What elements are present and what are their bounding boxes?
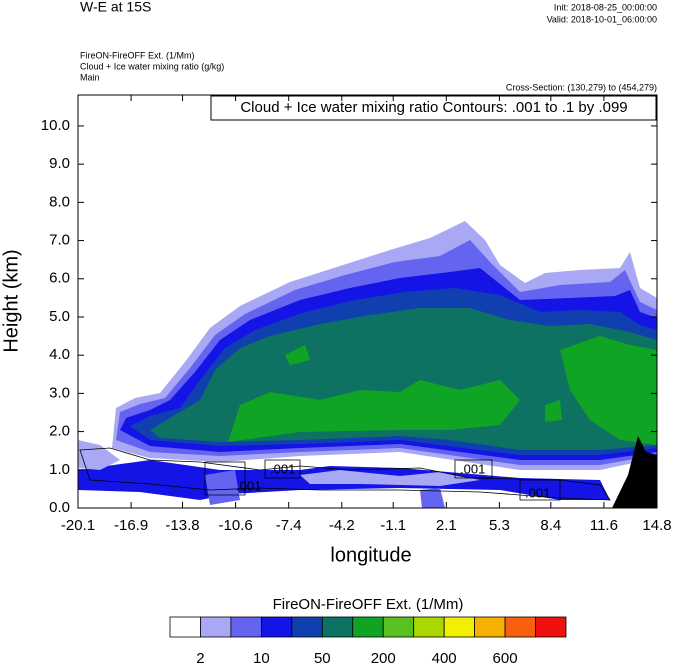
colorbar-swatch — [291, 616, 323, 638]
x-axis-label: longitude — [330, 544, 411, 566]
contour-label: .001 — [236, 478, 261, 493]
colorbar-swatch — [382, 616, 415, 638]
x-tick-label: 5.3 — [489, 517, 510, 534]
colorbar-swatch — [352, 616, 384, 638]
x-tick-label: -1.1 — [380, 517, 406, 534]
y-tick-label: 2.0 — [49, 423, 70, 440]
y-axis-label: Height (km) — [0, 249, 22, 352]
x-tick-label: 14.8 — [642, 517, 671, 534]
colorbar-swatch — [504, 616, 536, 638]
subtitle: Main — [80, 72, 100, 82]
colorbar-swatch — [413, 616, 445, 638]
colorbar-swatch — [230, 616, 262, 638]
x-tick-label: -10.6 — [219, 517, 253, 534]
colorbar-label: 50 — [314, 650, 331, 667]
subtitle: FireON-FireOFF Ext. (1/Mm) — [80, 50, 195, 60]
contour-label: .001 — [460, 461, 485, 476]
colorbar-swatch — [169, 616, 201, 638]
contour-label: .001 — [270, 461, 295, 476]
y-tick-label: 0.0 — [49, 499, 70, 516]
colorbar-label: 600 — [493, 650, 518, 667]
x-tick-label: 8.4 — [540, 517, 561, 534]
y-tick-label: 3.0 — [49, 384, 70, 401]
colorbar-swatch — [321, 616, 354, 638]
contour-label: .001 — [525, 485, 550, 500]
x-tick-label: 11.6 — [590, 517, 618, 534]
colorbar-swatch — [443, 616, 476, 638]
y-tick-label: 9.0 — [49, 155, 70, 172]
y-tick-label: 5.0 — [49, 308, 70, 325]
x-tick-label: -13.8 — [165, 517, 199, 534]
x-tick-label: -7.4 — [276, 517, 302, 534]
x-tick-label: 2.1 — [436, 517, 457, 534]
plot-frame — [77, 94, 658, 509]
x-tick-label: -4.2 — [329, 517, 355, 534]
contour-field — [78, 221, 657, 508]
valid-time: Valid: 2018-10-01_06:00:00 — [547, 14, 657, 24]
y-tick-label: 1.0 — [49, 461, 70, 478]
y-tick-label: 8.0 — [49, 193, 70, 210]
colorbar-swatch — [535, 616, 567, 638]
colorbar-swatch — [260, 616, 293, 638]
x-tick-label: -16.9 — [114, 517, 148, 534]
y-tick-label: 10.0 — [41, 117, 70, 134]
colorbar-swatch — [474, 616, 506, 638]
colorbar-swatch — [200, 616, 232, 638]
colorbar-label: 10 — [253, 650, 270, 667]
colorbar-title: FireON-FireOFF Ext. (1/Mm) — [273, 596, 464, 613]
colorbar-label: 200 — [371, 650, 396, 667]
colorbar-label: 2 — [196, 650, 204, 667]
y-tick-label: 4.0 — [49, 346, 70, 363]
title: W-E at 15S — [80, 0, 151, 15]
x-tick-label: -20.1 — [61, 517, 95, 534]
y-tick-label: 6.0 — [49, 270, 70, 287]
subtitle: Cloud + Ice water mixing ratio (g/kg) — [80, 61, 224, 71]
contour-info: Cloud + Ice water mixing ratio Contours:… — [240, 99, 627, 116]
colorbar-label: 400 — [432, 650, 457, 667]
init-time: Init: 2018-08-25_00:00:00 — [554, 2, 657, 12]
y-tick-label: 7.0 — [49, 232, 70, 249]
cross-section: Cross-Section: (130,279) to (454,279) — [506, 82, 657, 92]
info-box — [210, 95, 657, 121]
